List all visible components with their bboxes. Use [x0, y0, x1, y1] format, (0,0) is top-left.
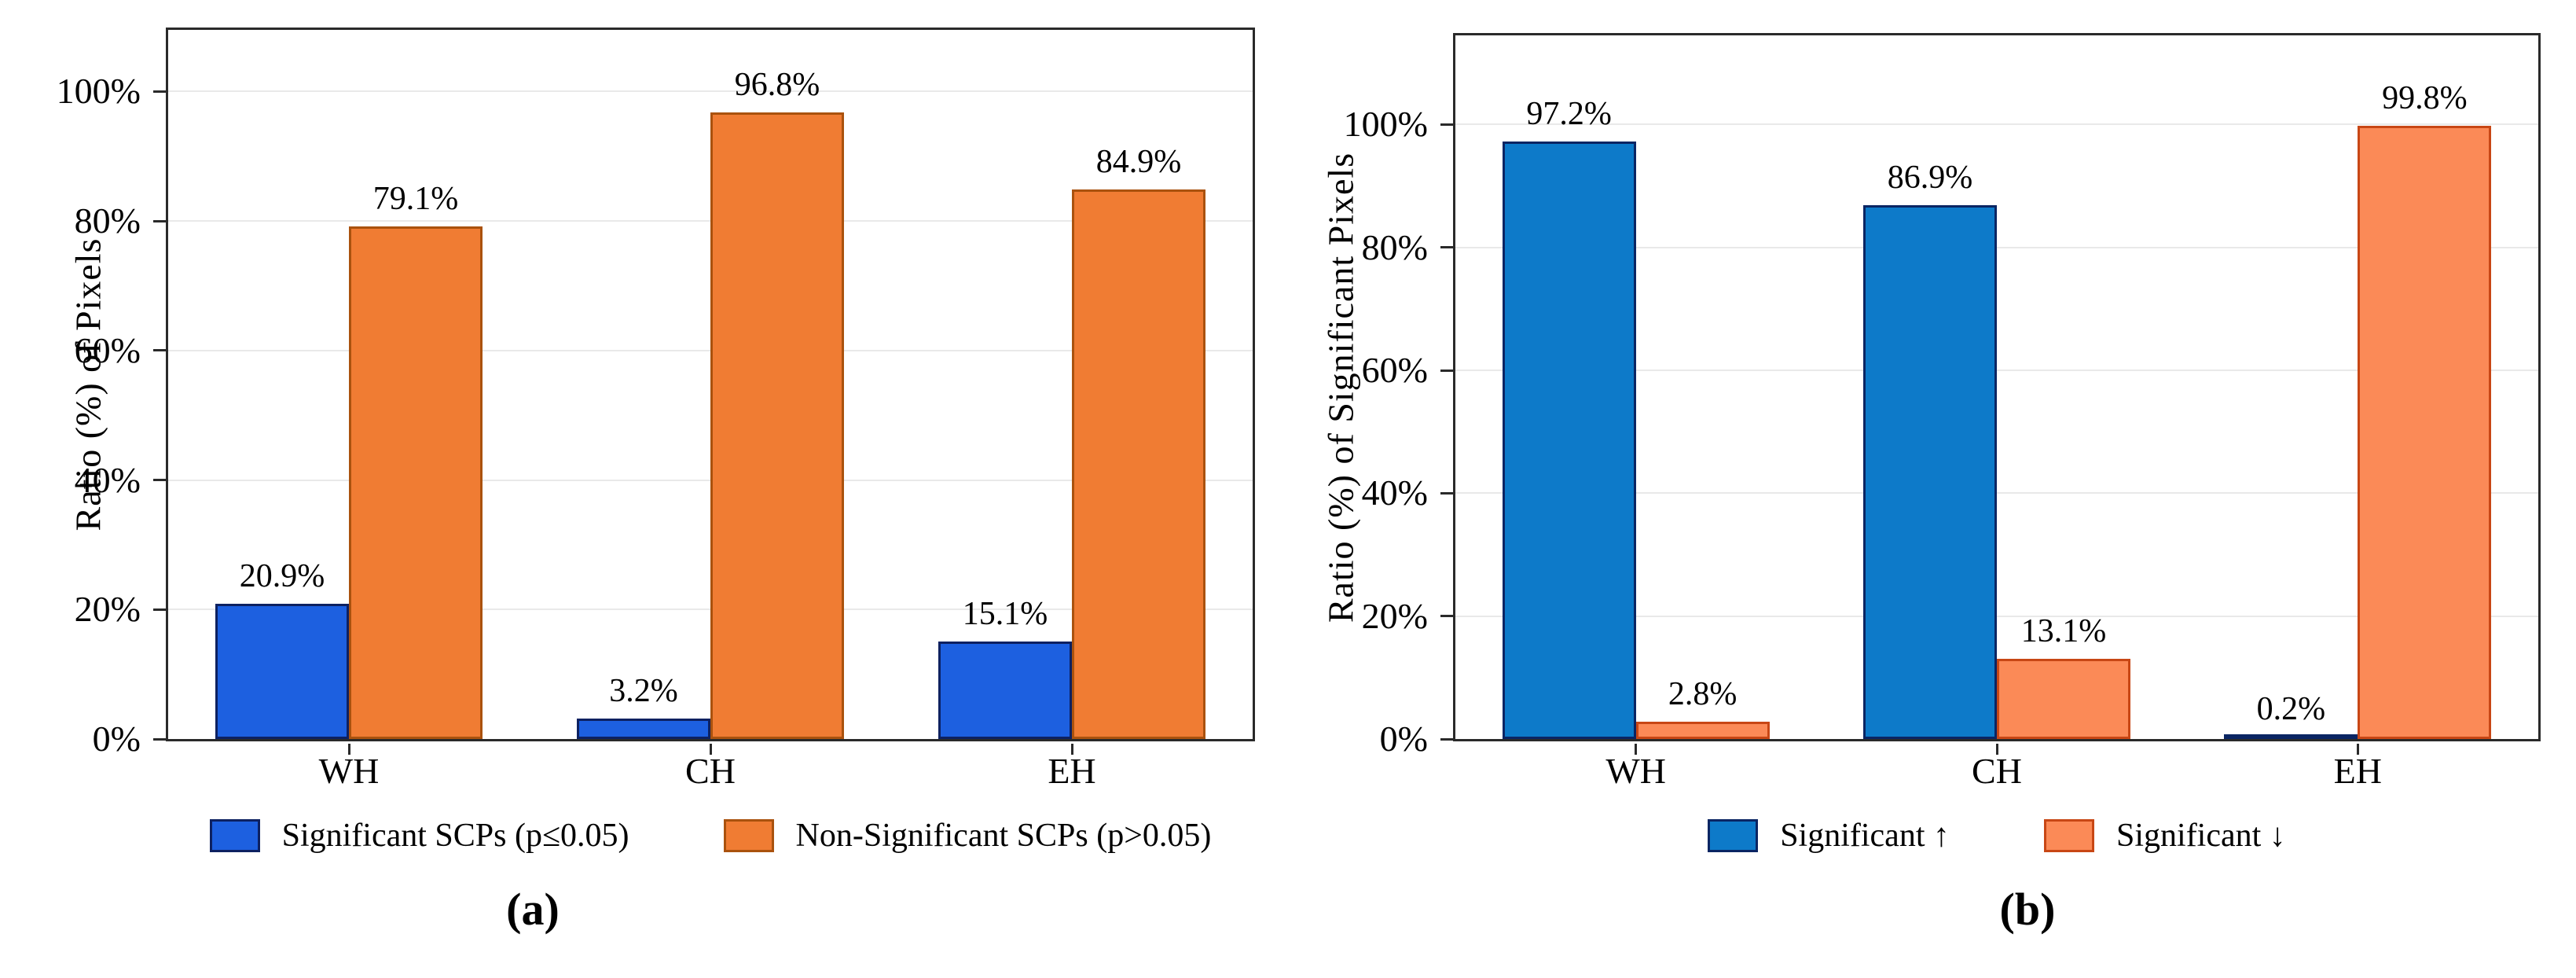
legend-swatch [723, 819, 774, 852]
bar-b-eh-s1 [2358, 126, 2492, 739]
bar-value-label: 96.8% [734, 67, 820, 103]
y-axis-tick [1440, 737, 1453, 741]
x-axis-tick [1995, 744, 1998, 755]
y-axis-tick [153, 349, 166, 352]
bar-value-label: 3.2% [609, 673, 678, 709]
chart-b-caption: (b) [1999, 884, 2056, 935]
x-axis-tick [347, 744, 350, 755]
gridline [1455, 370, 2538, 372]
x-axis-tick [709, 744, 712, 755]
bar-value-label: 84.9% [1095, 144, 1182, 180]
bar-value-label: 99.8% [2382, 80, 2468, 116]
y-tick-label: 100% [56, 71, 141, 112]
x-tick-label: CH [1972, 751, 2022, 791]
legend-item: Significant SCPs (p≤0.05) [209, 818, 629, 854]
chart-a-plot-area: 0% 20% 40% 60% 80% 100% WH 20.9% 79.1% CH 3.2% 96.8… [57, 28, 1255, 789]
bar-value-label: 20.9% [239, 558, 325, 594]
x-tick-label: CH [685, 751, 736, 791]
x-axis-tick [2356, 744, 2359, 755]
y-tick-label: 0% [1379, 719, 1428, 759]
bar-b-eh-s0 [2224, 734, 2358, 739]
legend-label: Significant ↑ [1780, 818, 1950, 854]
bar-value-label: 86.9% [1887, 160, 1973, 196]
y-axis-tick [153, 608, 166, 611]
bar-value-label: 79.1% [372, 181, 459, 217]
chart-b-plot-area: 0% 20% 40% 60% 80% 100% WH 97.2% 2.8% CH 86.9% 13.1… [1344, 33, 2541, 789]
y-axis-tick [153, 219, 166, 222]
legend-item: Significant ↓ [2044, 819, 2286, 852]
legend-label: Significant SCPs (p≤0.05) [281, 818, 629, 854]
y-tick-label: 20% [1361, 595, 1428, 636]
x-tick-label: EH [2333, 751, 2382, 791]
y-tick-label: 40% [74, 459, 141, 500]
gridline [1455, 123, 2538, 126]
x-axis-tick [1635, 744, 1638, 755]
y-tick-label: 20% [74, 589, 141, 630]
bar-b-ch-s0 [1863, 205, 1997, 739]
y-tick-label: 60% [1361, 350, 1428, 390]
bar-b-ch-s1 [1997, 659, 2130, 739]
y-axis-tick [1440, 369, 1453, 372]
bar-value-label: 0.2% [2256, 691, 2326, 727]
gridline [1455, 492, 2538, 495]
y-axis-tick [153, 479, 166, 482]
gridline [1455, 615, 2538, 617]
chart-b-legend: Significant ↑ Significant ↓ [1453, 812, 2541, 859]
legend-item: Non-Significant SCPs (p>0.05) [723, 818, 1212, 854]
bar-a-wh-s0 [215, 604, 349, 739]
bar-value-label: 13.1% [2020, 613, 2107, 649]
legend-label: Significant ↓ [2116, 818, 2286, 854]
bar-b-wh-s1 [1635, 722, 1770, 739]
bar-a-ch-s1 [710, 112, 844, 739]
y-axis-tick [153, 90, 166, 93]
gridline [168, 90, 1253, 93]
y-axis-tick [1440, 491, 1453, 495]
y-tick-label: 0% [92, 719, 141, 759]
y-axis-tick [1440, 123, 1453, 126]
bar-value-label: 15.1% [962, 596, 1048, 632]
bar-value-label: 97.2% [1526, 96, 1612, 132]
bar-a-wh-s1 [349, 226, 483, 739]
legend-swatch [209, 819, 260, 852]
y-axis-tick [153, 737, 166, 741]
legend-swatch [1708, 819, 1759, 852]
bar-b-wh-s0 [1502, 142, 1636, 739]
x-axis-tick [1070, 744, 1073, 755]
y-tick-label: 40% [1361, 472, 1428, 513]
y-tick-label: 60% [74, 329, 141, 370]
bar-a-eh-s1 [1072, 189, 1205, 739]
y-axis-tick [1440, 246, 1453, 249]
legend-swatch [2044, 819, 2094, 852]
y-tick-label: 80% [1361, 226, 1428, 267]
y-axis-tick [1440, 615, 1453, 618]
bar-a-eh-s0 [938, 642, 1072, 739]
x-tick-label: EH [1048, 751, 1096, 791]
chart-a-caption: (a) [506, 884, 560, 935]
gridline [1455, 246, 2538, 248]
x-tick-label: WH [1605, 751, 1666, 791]
legend-item: Significant ↑ [1708, 819, 1950, 852]
bar-value-label: 2.8% [1668, 676, 1738, 712]
bar-a-ch-s0 [577, 719, 710, 739]
y-tick-label: 100% [1343, 104, 1428, 145]
chart-a-legend: Significant SCPs (p≤0.05) Non-Significant… [166, 812, 1255, 859]
y-tick-label: 80% [74, 200, 141, 241]
legend-label: Non-Significant SCPs (p>0.05) [795, 818, 1212, 854]
x-tick-label: WH [318, 751, 380, 791]
